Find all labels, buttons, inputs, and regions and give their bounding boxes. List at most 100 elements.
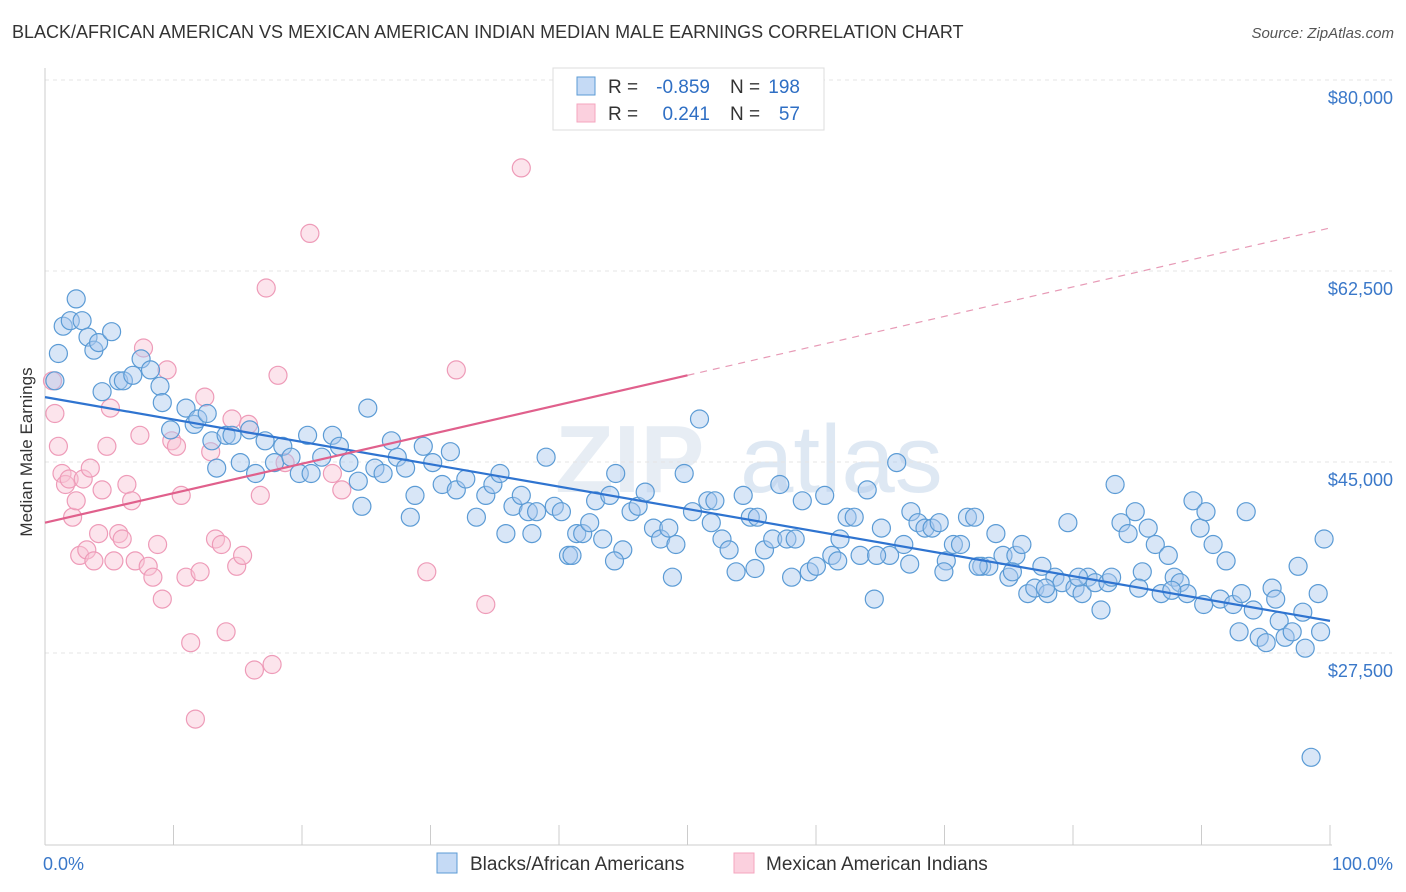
pink-point bbox=[109, 523, 129, 544]
blue-point bbox=[131, 349, 151, 369]
pink-point bbox=[138, 556, 158, 576]
series-legend-swatch-pink bbox=[733, 852, 755, 874]
blue-point bbox=[929, 513, 949, 533]
y-tick-label-1: $45,000 bbox=[1328, 470, 1393, 490]
blue-point bbox=[887, 453, 907, 473]
pink-point bbox=[104, 551, 124, 571]
blue-point bbox=[915, 518, 935, 538]
pink-point bbox=[148, 534, 168, 555]
blue-point bbox=[934, 562, 954, 582]
blue-point bbox=[943, 534, 964, 555]
pink-point bbox=[190, 562, 210, 582]
blue-point bbox=[828, 551, 848, 571]
blue-point bbox=[1266, 589, 1286, 609]
blue-point bbox=[604, 551, 625, 571]
blue-point bbox=[815, 485, 835, 505]
blue-point bbox=[161, 420, 181, 440]
legend-r-label-blue: R = bbox=[608, 77, 638, 98]
blue-point bbox=[432, 474, 452, 495]
pink-point bbox=[511, 158, 531, 178]
blue-point bbox=[866, 545, 887, 566]
blue-point bbox=[1295, 638, 1315, 658]
blue-point bbox=[152, 393, 172, 413]
correlation-legend: R = -0.859 N = 198 R = 0.241 N = 57 bbox=[552, 67, 825, 131]
trend-line-pink bbox=[44, 374, 688, 524]
blue-point bbox=[593, 529, 613, 549]
blue-point bbox=[719, 540, 739, 560]
series-legend-label-pink: Mexican American Indians bbox=[766, 854, 988, 875]
blue-point bbox=[66, 289, 86, 309]
blue-point bbox=[1138, 518, 1158, 538]
blue-point bbox=[113, 371, 134, 391]
blue-point bbox=[781, 567, 802, 587]
blue-point bbox=[1216, 551, 1236, 571]
pink-point bbox=[211, 534, 231, 555]
blue-point bbox=[1256, 633, 1276, 653]
blue-point bbox=[45, 371, 65, 391]
x-ticks bbox=[44, 825, 1331, 845]
blue-point bbox=[197, 403, 217, 424]
pink-point bbox=[130, 425, 150, 445]
blue-point bbox=[666, 534, 686, 555]
pink-point bbox=[55, 474, 76, 495]
blue-point bbox=[1243, 600, 1263, 620]
pink-point bbox=[256, 278, 276, 298]
trend-line-blue bbox=[44, 396, 1331, 622]
pink-point bbox=[84, 551, 104, 571]
blue-point bbox=[88, 333, 109, 353]
blue-point bbox=[1145, 534, 1165, 555]
blue-point bbox=[643, 518, 664, 538]
blue-point bbox=[635, 482, 655, 502]
blue-point bbox=[585, 491, 606, 511]
blue-point bbox=[747, 507, 768, 527]
pink-point bbox=[332, 480, 352, 500]
y-tick-label-2: $62,500 bbox=[1328, 279, 1393, 299]
blue-point bbox=[1310, 622, 1331, 642]
x-tick-label-min: 0.0% bbox=[43, 854, 84, 874]
blue-point bbox=[440, 442, 460, 462]
blue-point bbox=[857, 480, 877, 500]
blue-point bbox=[580, 513, 600, 533]
blue-point bbox=[123, 365, 143, 385]
chart-title: BLACK/AFRICAN AMERICAN VS MEXICAN AMERIC… bbox=[12, 22, 964, 42]
pink-point bbox=[476, 594, 496, 615]
blue-point bbox=[348, 471, 368, 491]
pink-point bbox=[59, 469, 79, 489]
blue-point bbox=[522, 523, 542, 544]
blue-point bbox=[792, 491, 812, 511]
blue-point bbox=[837, 507, 857, 527]
blue-point bbox=[373, 463, 393, 484]
blue-point bbox=[1314, 529, 1334, 549]
blue-point bbox=[964, 507, 985, 527]
pink-point bbox=[143, 567, 163, 587]
blue-point bbox=[176, 398, 196, 418]
blue-point bbox=[1293, 602, 1313, 622]
pink-point bbox=[48, 436, 69, 456]
pink-point bbox=[300, 223, 320, 243]
blue-point bbox=[1111, 513, 1131, 533]
legend-box bbox=[552, 67, 825, 131]
blue-point bbox=[1118, 523, 1138, 544]
pink-point bbox=[216, 622, 236, 642]
blue-point bbox=[1190, 518, 1210, 538]
legend-r-value-blue: -0.859 bbox=[656, 77, 710, 98]
chart-source: Source: ZipAtlas.com bbox=[1251, 25, 1394, 42]
blue-point bbox=[1262, 578, 1282, 598]
blue-point bbox=[140, 360, 161, 380]
blue-point bbox=[1231, 583, 1252, 604]
blue-point bbox=[1132, 562, 1152, 582]
blue-point bbox=[705, 491, 725, 511]
watermark-atlas: atlas bbox=[740, 406, 943, 513]
blue-point bbox=[72, 311, 92, 331]
blue-point bbox=[490, 463, 510, 484]
pink-point bbox=[446, 360, 466, 380]
pink-point bbox=[77, 540, 97, 560]
blue-point bbox=[1158, 545, 1178, 566]
blue-point bbox=[1183, 491, 1203, 511]
blue-point bbox=[864, 589, 884, 609]
pink-point bbox=[233, 545, 253, 566]
y-tick-label-0: $27,500 bbox=[1328, 661, 1393, 681]
blue-point bbox=[1105, 474, 1125, 495]
blue-point bbox=[400, 507, 420, 527]
